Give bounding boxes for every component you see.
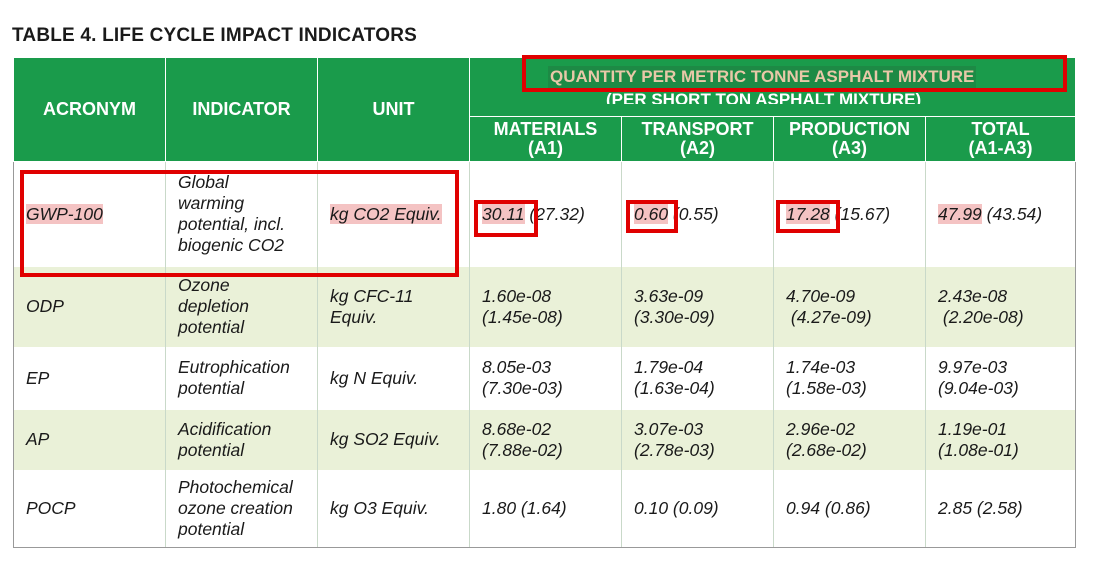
- header-materials: MATERIALS (A1): [469, 116, 622, 162]
- cell-acronym: EP: [13, 346, 166, 410]
- header-production: PRODUCTION (A3): [773, 116, 926, 162]
- cell-unit: kg SO2 Equiv.: [317, 409, 470, 470]
- header-total: TOTAL (A1-A3): [925, 116, 1076, 162]
- cell-transport: 0.60 (0.55): [621, 161, 774, 267]
- impact-table: ACRONYM INDICATOR UNIT QUANTITY PER METR…: [13, 57, 1076, 548]
- cell-unit: kg O3 Equiv.: [317, 469, 470, 548]
- cell-unit: kg N Equiv.: [317, 346, 470, 410]
- cell-total: 1.19e-01 (1.08e-01): [925, 409, 1076, 470]
- cell-total: 9.97e-03 (9.04e-03): [925, 346, 1076, 410]
- cell-production: 4.70e-09 (4.27e-09): [773, 266, 926, 347]
- cell-indicator: Ozone depletion potential: [165, 266, 318, 347]
- table-row: EP Eutrophication potential kg N Equiv. 8.05…: [13, 346, 1076, 410]
- cell-production: 17.28 (15.67): [773, 161, 926, 267]
- cell-transport: 0.10 (0.09): [621, 469, 774, 548]
- cell-total: 2.85 (2.58): [925, 469, 1076, 548]
- quantity-title: QUANTITY PER METRIC TONNE ASPHALT MIXTUR…: [548, 66, 977, 88]
- cell-indicator: Acidification potential: [165, 409, 318, 470]
- header-transport: TRANSPORT (A2): [621, 116, 774, 162]
- table-row: GWP-100 Global warming potential, incl. biog…: [13, 161, 1076, 267]
- cell-materials: 8.05e-03 (7.30e-03): [469, 346, 622, 410]
- cell-unit: kg CO2 Equiv.: [317, 161, 470, 267]
- header-unit: UNIT: [317, 57, 470, 162]
- cell-indicator: Photochemical ozone creation potential: [165, 469, 318, 548]
- header-quantity: QUANTITY PER METRIC TONNE ASPHALT MIXTUR…: [469, 57, 1076, 117]
- cell-transport: 1.79e-04 (1.63e-04): [621, 346, 774, 410]
- table-row: ODP Ozone depletion potential kg CFC-11 Equiv…: [13, 266, 1076, 347]
- cell-unit: kg CFC-11 Equiv.: [317, 266, 470, 347]
- cell-transport: 3.63e-09 (3.30e-09): [621, 266, 774, 347]
- quantity-subtitle: (PER SHORT TON ASPHALT MIXTURE): [606, 90, 922, 104]
- cell-indicator: Eutrophication potential: [165, 346, 318, 410]
- table-row: POCP Photochemical ozone creation potential…: [13, 469, 1076, 548]
- cell-acronym: GWP-100: [13, 161, 166, 267]
- table-title: TABLE 4. LIFE CYCLE IMPACT INDICATORS: [12, 25, 417, 46]
- cell-materials: 1.80 (1.64): [469, 469, 622, 548]
- cell-transport: 3.07e-03 (2.78e-03): [621, 409, 774, 470]
- cell-production: 0.94 (0.86): [773, 469, 926, 548]
- cell-acronym: AP: [13, 409, 166, 470]
- cell-materials: 8.68e-02 (7.88e-02): [469, 409, 622, 470]
- cell-indicator: Global warming potential, incl. biogenic CO…: [165, 161, 318, 267]
- cell-total: 47.99 (43.54): [925, 161, 1076, 267]
- header-acronym: ACRONYM: [13, 57, 166, 162]
- cell-acronym: POCP: [13, 469, 166, 548]
- header-indicator: INDICATOR: [165, 57, 318, 162]
- cell-materials: 30.11 (27.32): [469, 161, 622, 267]
- cell-materials: 1.60e-08 (1.45e-08): [469, 266, 622, 347]
- cell-production: 1.74e-03 (1.58e-03): [773, 346, 926, 410]
- cell-acronym: ODP: [13, 266, 166, 347]
- cell-total: 2.43e-08 (2.20e-08): [925, 266, 1076, 347]
- cell-production: 2.96e-02 (2.68e-02): [773, 409, 926, 470]
- table-row: AP Acidification potential kg SO2 Equiv. 8.6…: [13, 409, 1076, 470]
